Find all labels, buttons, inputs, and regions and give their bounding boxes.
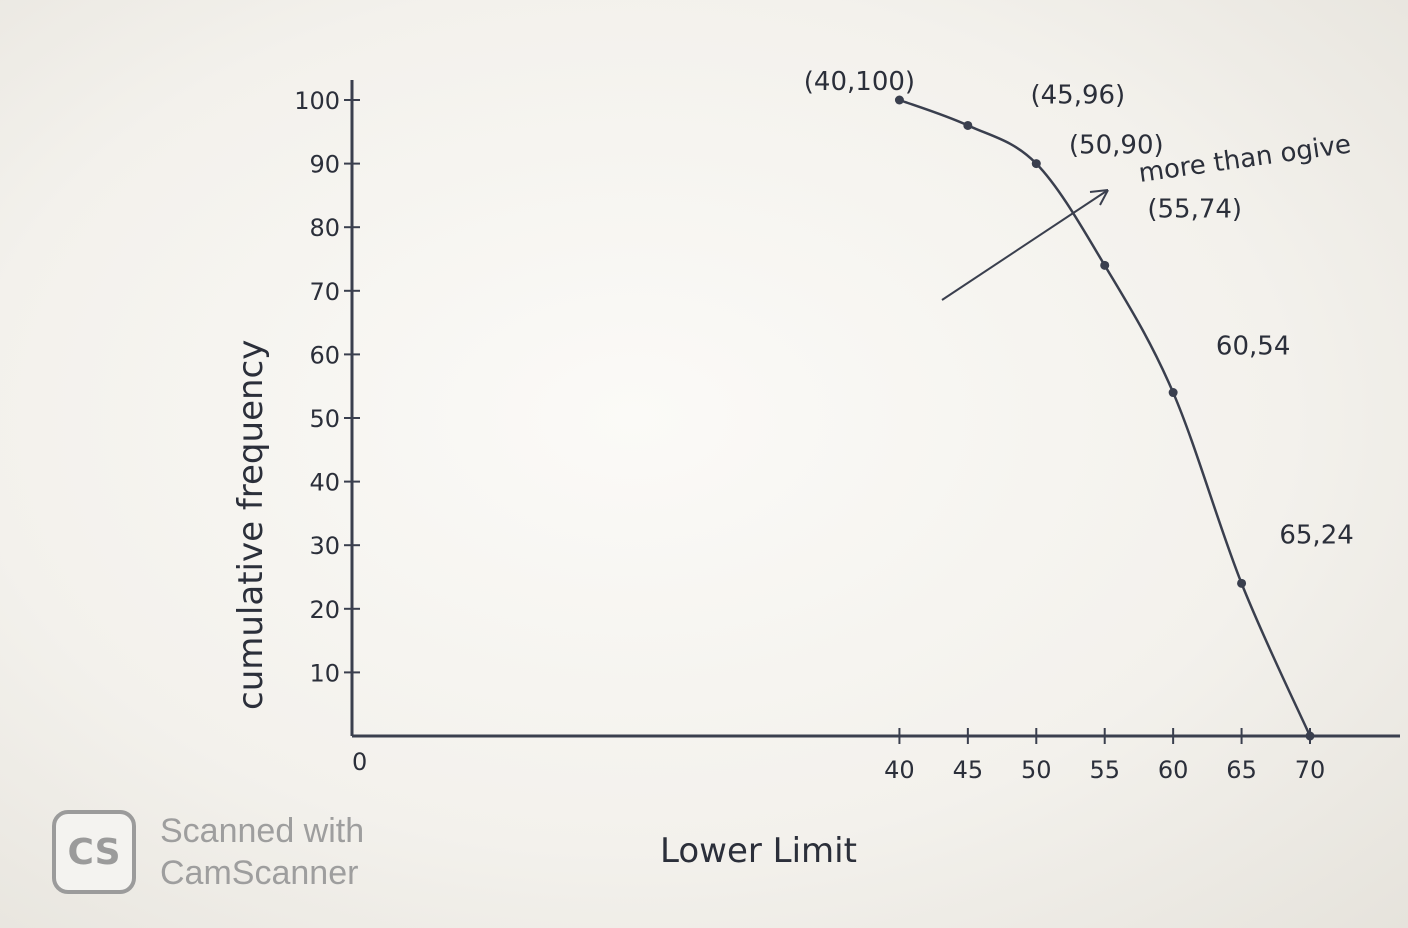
- point-label: (40,100): [804, 67, 915, 97]
- point-label: 65,24: [1279, 520, 1353, 550]
- x-tick-label: 50: [1021, 756, 1052, 784]
- y-tick-label: 80: [309, 214, 340, 242]
- point-label: 60,54: [1216, 332, 1290, 362]
- data-point: [1100, 260, 1110, 270]
- annotation-text: more than ogive: [1137, 129, 1353, 188]
- x-tick-label: 60: [1158, 756, 1189, 784]
- data-point: [1168, 388, 1178, 398]
- origin-label: 0: [352, 748, 367, 776]
- y-tick-label: 40: [309, 469, 340, 497]
- annotation-arrow: [941, 189, 1109, 301]
- y-tick-label: 50: [309, 405, 340, 433]
- point-label: (55,74): [1147, 194, 1242, 224]
- x-tick-label: 70: [1295, 756, 1326, 784]
- y-tick-label: 70: [309, 278, 340, 306]
- data-point: [1031, 159, 1041, 169]
- logo-text: CS: [67, 831, 121, 873]
- x-tick-label: 55: [1089, 756, 1120, 784]
- y-tick-label: 30: [309, 532, 340, 560]
- data-point: [894, 95, 904, 105]
- watermark-line-1: Scanned with: [160, 812, 365, 850]
- point-labels: (40,100) (45,96) (50,90) (55,74) 60,54 65,24: [804, 67, 1354, 550]
- watermark-line-2: CamScanner: [160, 854, 359, 892]
- x-axis-title: Lower Limit: [660, 831, 857, 871]
- annotation-arrowhead: [1089, 189, 1109, 206]
- x-ticks: 40 45 50 55 60 65 70: [884, 728, 1325, 784]
- data-point: [963, 120, 973, 130]
- point-label: (50,90): [1069, 131, 1164, 161]
- data-point: [1237, 578, 1247, 588]
- data-point: [1305, 731, 1315, 741]
- point-label: (45,96): [1030, 80, 1125, 110]
- y-ticks: 10 20 30 40 50 60 70 80 90 100: [294, 87, 360, 687]
- x-tick-label: 65: [1226, 756, 1257, 784]
- axes: [350, 80, 1400, 738]
- camscanner-logo: CS: [52, 810, 136, 894]
- y-tick-label: 100: [294, 87, 340, 115]
- y-tick-label: 20: [309, 596, 340, 624]
- y-axis-title: cumulative frequency: [231, 340, 271, 710]
- x-tick-label: 40: [884, 756, 915, 784]
- camscanner-watermark: Scanned with CamScanner: [160, 810, 364, 894]
- y-tick-label: 60: [309, 341, 340, 369]
- data-points: [894, 95, 1315, 741]
- y-tick-label: 90: [309, 151, 340, 179]
- y-tick-label: 10: [309, 659, 340, 687]
- x-tick-label: 45: [953, 756, 984, 784]
